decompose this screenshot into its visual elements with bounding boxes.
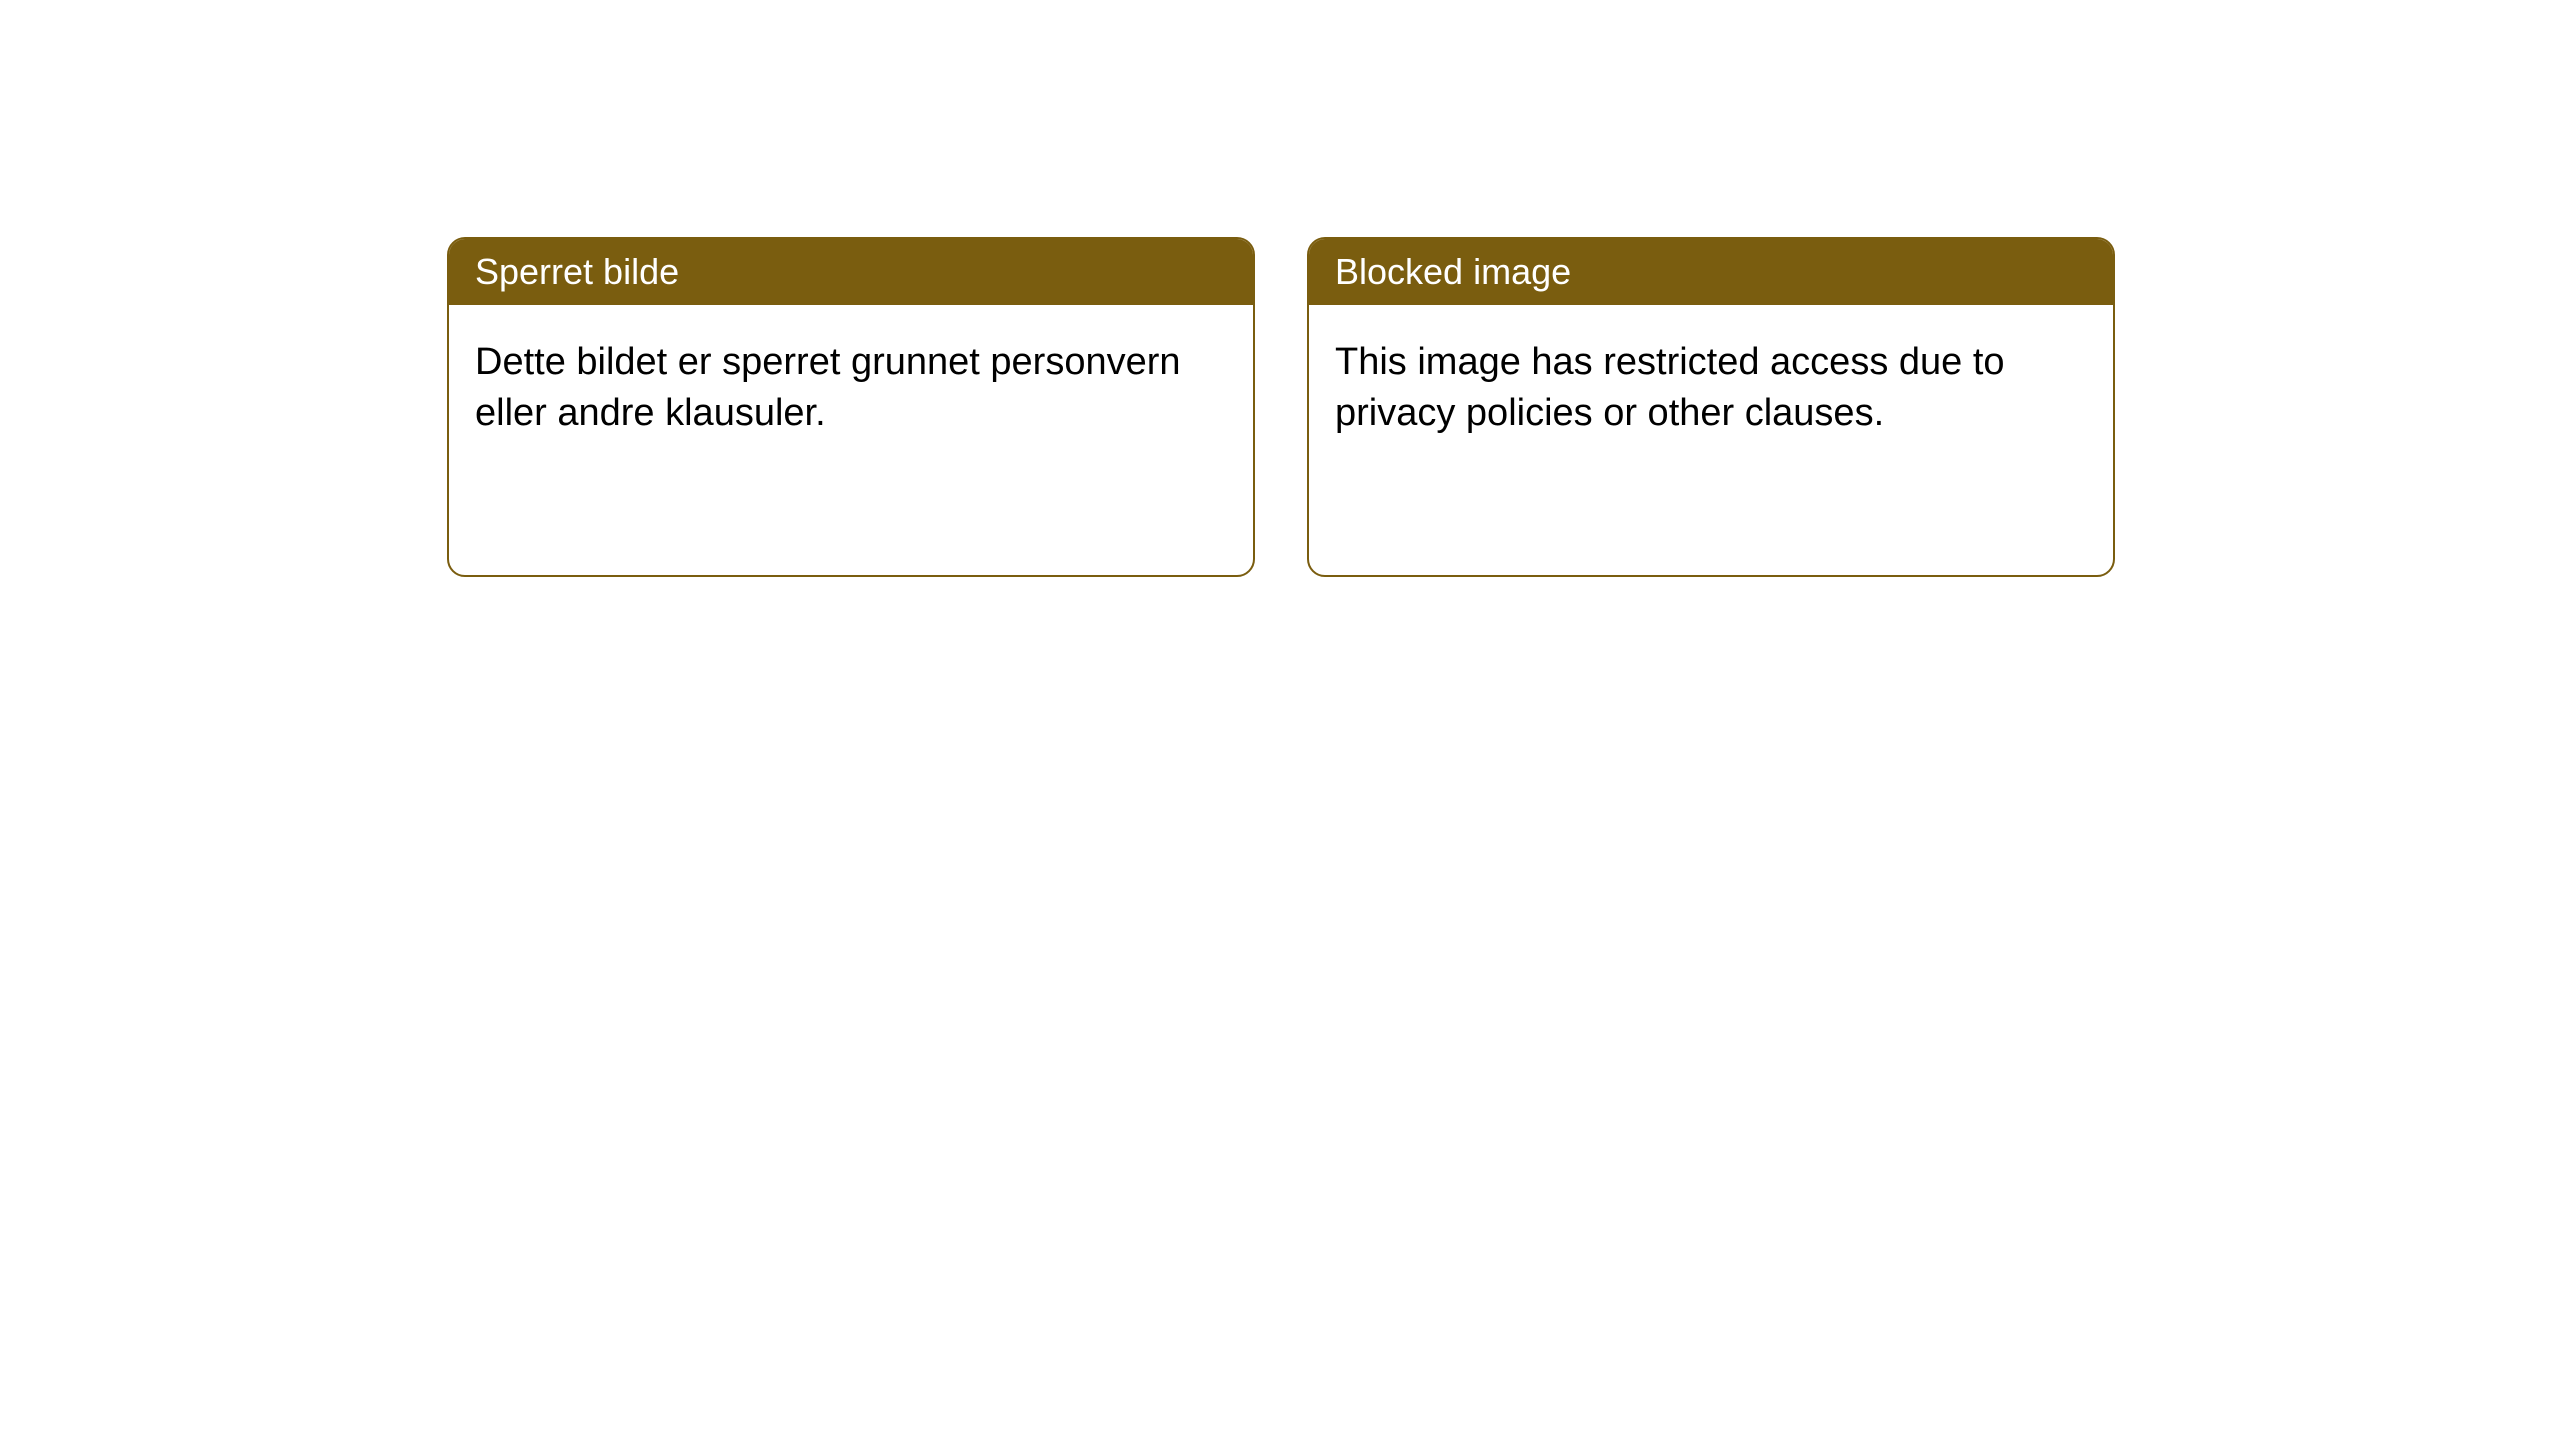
blocked-image-card-en: Blocked image This image has restricted … xyxy=(1307,237,2115,577)
card-body: Dette bildet er sperret grunnet personve… xyxy=(449,305,1253,575)
card-body: This image has restricted access due to … xyxy=(1309,305,2113,575)
card-header: Sperret bilde xyxy=(449,239,1253,305)
blocked-image-card-no: Sperret bilde Dette bildet er sperret gr… xyxy=(447,237,1255,577)
card-body-text: Dette bildet er sperret grunnet personve… xyxy=(475,341,1181,434)
card-header: Blocked image xyxy=(1309,239,2113,305)
card-body-text: This image has restricted access due to … xyxy=(1335,341,2005,434)
card-title: Blocked image xyxy=(1335,251,1571,292)
card-title: Sperret bilde xyxy=(475,251,679,292)
notice-container: Sperret bilde Dette bildet er sperret gr… xyxy=(447,237,2115,577)
